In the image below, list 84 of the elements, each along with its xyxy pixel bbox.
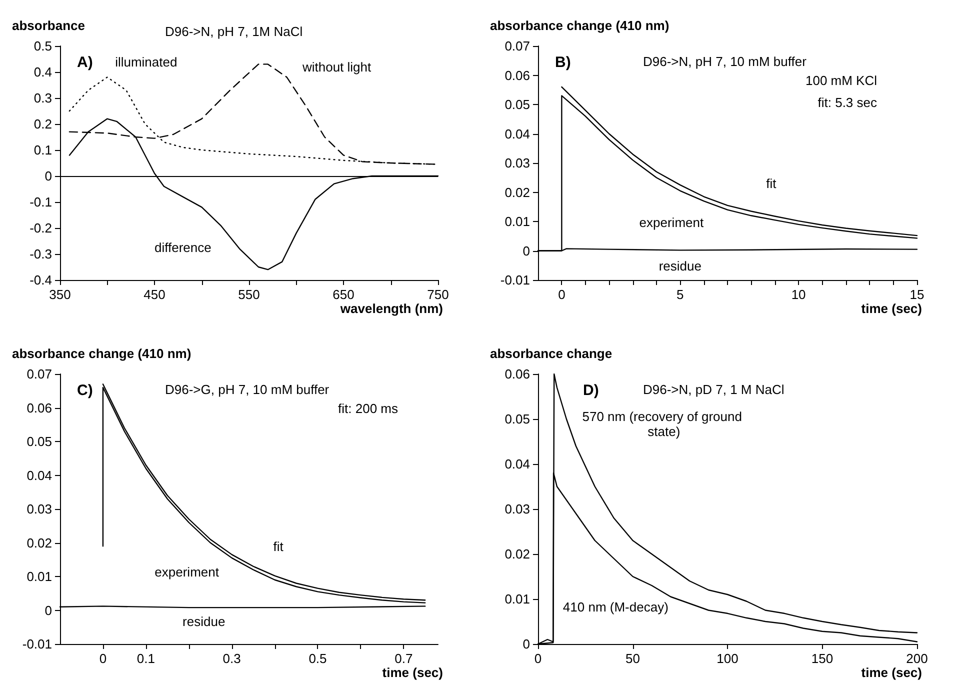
y-tick-label: -0.01 — [500, 272, 530, 288]
y-tick-label: 0.01 — [504, 592, 530, 606]
y-tick-label: 0 — [44, 168, 52, 184]
series-label: experiment — [639, 215, 704, 230]
y-tick-label: 0.2 — [34, 116, 52, 132]
series-label: illuminated — [115, 54, 178, 70]
y-tick-label: -0.4 — [30, 272, 52, 288]
y-tick-label: 0.3 — [34, 90, 52, 106]
y-tick-label: -0.3 — [30, 246, 52, 262]
x-axis-title: time (sec) — [382, 665, 443, 680]
x-tick-label: 200 — [906, 651, 928, 666]
x-tick-label: 350 — [49, 287, 71, 302]
y-tick-label: -0.1 — [30, 194, 52, 210]
annotation: 100 mM KCl — [805, 73, 878, 88]
text: D) — [583, 382, 599, 399]
y-tick-label: 0.02 — [26, 535, 52, 550]
y-tick-label: 0 — [522, 243, 530, 258]
text: D96->N, pH 7, 10 mM buffer — [643, 54, 808, 69]
y-tick-label: 0.1 — [34, 142, 52, 158]
series-label: residue — [182, 614, 226, 630]
x-tick-label: 5 — [676, 287, 684, 302]
x-tick-label: 650 — [332, 287, 354, 302]
series-label: without light — [301, 60, 372, 75]
x-tick-label: 10 — [791, 287, 806, 302]
x-tick-label: 0 — [99, 651, 107, 666]
y-tick-label: 0.04 — [26, 468, 52, 483]
series-label: experiment — [154, 564, 220, 580]
y-tick-label: 0.03 — [504, 502, 530, 516]
y-tick-label: 0.4 — [34, 64, 52, 80]
y-tick-label: -0.2 — [30, 220, 52, 236]
series-label: 570 nm (recovery of ground state) — [582, 409, 746, 439]
x-tick-label: 0.1 — [136, 651, 155, 666]
y-tick-label: 0 — [522, 636, 530, 652]
text: D96->N, pD 7, 1 M NaCl — [643, 382, 784, 397]
x-tick-label: 0.3 — [222, 651, 241, 666]
x-tick-label: 15 — [910, 287, 924, 302]
series-label: residue — [658, 258, 702, 274]
x-axis-title: wavelength (nm) — [339, 301, 443, 316]
x-tick-label: 50 — [626, 651, 640, 666]
x-tick-label: 0.5 — [308, 651, 327, 666]
text: B) — [555, 54, 571, 71]
y-axis-title: absorbance change (410 nm) — [12, 346, 192, 361]
y-tick-label: 0.04 — [504, 456, 530, 472]
x-tick-label: 750 — [427, 287, 449, 302]
y-tick-label: 0.01 — [504, 214, 530, 229]
annotation: fit: 5.3 sec — [818, 95, 878, 110]
series-label: 410 nm (M-decay) — [562, 599, 668, 614]
y-axis-title: absorbance change (410 nm) — [490, 18, 670, 33]
annotation: fit: 200 ms — [338, 401, 398, 416]
y-tick-label: 0.05 — [504, 412, 530, 426]
y-tick-label: 0.02 — [504, 546, 530, 562]
y-tick-label: 0.07 — [504, 38, 530, 54]
series-label: difference — [154, 240, 212, 256]
x-tick-label: 450 — [144, 287, 166, 302]
y-tick-label: 0.04 — [504, 126, 530, 142]
y-tick-label: 0.5 — [34, 38, 52, 54]
x-tick-label: 0 — [558, 287, 566, 302]
y-axis-title: absorbance change — [490, 346, 612, 361]
text: C) — [77, 382, 93, 399]
y-tick-label: 0.05 — [504, 97, 530, 112]
y-tick-label: 0.06 — [26, 400, 52, 416]
series-label: fit — [766, 176, 777, 191]
y-tick-label: 0.02 — [504, 184, 530, 200]
y-axis-title: absorbance — [12, 18, 85, 33]
text: A) — [77, 54, 93, 71]
x-tick-label: 0 — [534, 651, 542, 666]
series-label: fit — [273, 538, 284, 554]
x-tick-label: 150 — [811, 651, 834, 666]
y-tick-label: 0.03 — [26, 502, 52, 516]
chart-subtitle: D96->N, pH 7, 1M NaCl — [165, 24, 303, 39]
x-tick-label: 100 — [716, 651, 738, 666]
y-tick-label: 0.03 — [504, 156, 530, 170]
text: D96->G, pH 7, 10 mM buffer — [165, 382, 330, 397]
y-tick-label: 0.01 — [26, 569, 52, 584]
y-tick-label: 0.05 — [26, 434, 52, 449]
y-tick-label: -0.01 — [22, 636, 52, 652]
y-tick-label: 0.06 — [504, 68, 530, 83]
y-tick-label: 0.07 — [26, 366, 52, 382]
y-tick-label: 0 — [44, 602, 52, 618]
x-axis-title: time (sec) — [861, 665, 922, 680]
x-tick-label: 0.7 — [394, 651, 413, 666]
x-tick-label: 550 — [238, 287, 260, 302]
y-tick-label: 0.06 — [504, 366, 530, 382]
x-axis-title: time (sec) — [861, 301, 922, 316]
